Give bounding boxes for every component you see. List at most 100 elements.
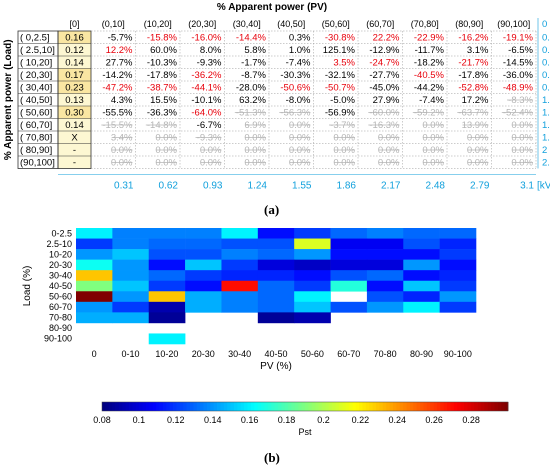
table-cell: -64.0% <box>191 108 222 119</box>
heatmap-cell <box>148 280 186 292</box>
table-cell: 0.0% <box>422 158 444 169</box>
colorbar-segment <box>281 402 286 411</box>
base-value: 0.30 <box>65 108 84 119</box>
colorbar-border <box>101 401 509 412</box>
colorbar-segment <box>142 402 147 411</box>
heatmap-cell <box>403 249 440 260</box>
colorbar-segment <box>386 402 390 411</box>
heatmap-cell <box>403 301 440 313</box>
colorbar-tick: 0.08 <box>93 415 111 425</box>
table-cell: -22.9% <box>414 33 445 44</box>
heatmap-cell <box>257 270 295 282</box>
table-cell: 0.0% <box>244 158 266 169</box>
colorbar-segment <box>250 402 255 411</box>
colorbar-segment <box>348 402 353 411</box>
col-header: (40,50] <box>277 19 305 29</box>
heatmap-cell <box>221 249 259 260</box>
bottom-axis-label: 2.17 <box>381 181 401 192</box>
table-cell: 3.5% <box>333 58 355 69</box>
colorbar-tick: 0.16 <box>241 415 259 425</box>
colorbar-segment <box>379 402 384 411</box>
heatmap-cell <box>148 228 186 239</box>
bottom-axis-unit: [kVA] <box>537 181 550 192</box>
colorbar-segment <box>223 402 228 411</box>
heatmap-cell <box>221 259 259 271</box>
colorbar-segment <box>464 402 468 411</box>
right-axis-label: 2 <box>542 145 547 156</box>
colorbar-segment <box>149 402 154 411</box>
colorbar-segment <box>179 402 184 411</box>
heatmap-cell <box>76 270 113 282</box>
colorbar-segment <box>443 402 448 411</box>
y-tick-label: 80-90 <box>49 323 72 333</box>
table-cell: -60.0% <box>369 108 400 119</box>
right-axis-label: 0 <box>542 19 547 30</box>
right-axis-label: 2.2 <box>542 158 550 169</box>
table-cell: 0.0% <box>111 158 133 169</box>
y-tick-label: 70-80 <box>49 313 72 323</box>
table-cell: -27.7% <box>369 70 400 81</box>
x-tick-label: 0 <box>92 349 97 359</box>
colorbar-segment <box>217 402 221 411</box>
colorbar-segment <box>501 402 506 411</box>
table-cell: -3.7% <box>330 120 355 131</box>
table-cell: 3.4% <box>111 133 133 144</box>
table-cell: -14.4% <box>236 33 267 44</box>
table-cell: 0.0% <box>244 145 266 156</box>
heatmap-cell <box>294 270 331 282</box>
colorbar-segment <box>480 402 485 411</box>
base-value: 0.17 <box>65 70 84 81</box>
table-cell: -9.3% <box>197 58 222 69</box>
colorbar-segment <box>470 402 475 411</box>
row-header: ( 50,60] <box>20 108 52 119</box>
table-cell: 0.0% <box>378 158 400 169</box>
colorbar-segment <box>460 402 465 411</box>
table-cell: 27.9% <box>373 95 400 106</box>
table-cell: -51.3% <box>236 108 267 119</box>
colorbar-tick: 0.26 <box>425 415 443 425</box>
colorbar-segment <box>487 402 492 411</box>
table-cell: 17.2% <box>462 95 489 106</box>
x-tick-label: 30-40 <box>228 349 251 359</box>
colorbar-segment <box>332 402 336 411</box>
colorbar-segment <box>504 402 509 411</box>
colorbar-segment <box>122 402 127 411</box>
right-axis-label: 0.1 <box>542 33 550 44</box>
table-cell: 13.9% <box>462 120 489 131</box>
col-header: [0] <box>69 19 79 29</box>
table-cell: 0.0% <box>422 133 444 144</box>
colorbar-segment <box>237 402 242 411</box>
table-cell: 1.0% <box>289 45 311 56</box>
y-tick-label: 60-70 <box>49 302 72 312</box>
x-axis-label: PV (%) <box>260 361 292 372</box>
colorbar-segment <box>186 402 191 411</box>
right-axis-label: 1.1 <box>542 95 550 106</box>
heatmap-cell <box>257 228 295 239</box>
table-cell: -45.0% <box>369 83 400 94</box>
right-axis-label: 0.4 <box>542 58 550 69</box>
table-cell: -12.9% <box>369 45 400 56</box>
colorbar-segment <box>365 402 370 411</box>
heatmap-cell <box>366 259 404 271</box>
heatmap-cell <box>76 259 113 271</box>
table-cell: 0.0% <box>155 158 177 169</box>
base-col-fill <box>58 31 91 169</box>
colorbar-segment <box>264 402 269 411</box>
colorbar-segment <box>372 402 377 411</box>
colorbar-segment <box>210 402 215 411</box>
heatmap-cell <box>330 280 368 292</box>
x-tick-label: 80-90 <box>410 349 433 359</box>
table-cell: -59.2% <box>414 108 445 119</box>
base-value: 0.12 <box>65 45 84 56</box>
table-cell: 0.0% <box>422 145 444 156</box>
heatmap-cell <box>439 270 477 282</box>
base-value: 0.23 <box>65 83 84 94</box>
heatmap-cell <box>439 280 477 292</box>
heatmap-cell <box>257 291 295 303</box>
colorbar-segment <box>159 402 164 411</box>
base-cell-highlight <box>58 68 91 81</box>
table-cell: 0.0% <box>511 145 533 156</box>
bottom-axis-label: 2.79 <box>470 181 490 192</box>
table-cell: -7.4% <box>286 58 311 69</box>
colorbar-segment <box>359 402 363 411</box>
